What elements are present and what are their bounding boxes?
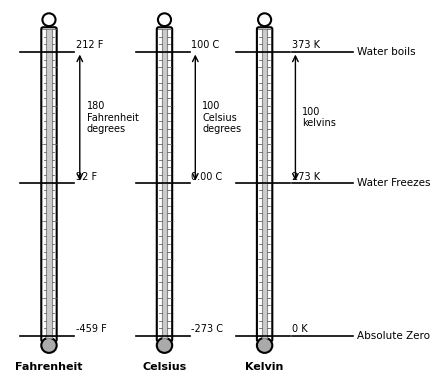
FancyBboxPatch shape [157,27,172,342]
Bar [162,29,167,338]
Text: 100
kelvins: 100 kelvins [302,107,336,128]
Bar [262,29,267,338]
Text: -273 C: -273 C [191,324,223,334]
FancyBboxPatch shape [41,27,57,342]
FancyBboxPatch shape [257,27,272,342]
Circle shape [158,13,171,26]
Text: 32 F: 32 F [76,172,97,181]
Text: 180
Fahrenheit
degrees: 180 Fahrenheit degrees [87,101,139,134]
Text: Water Freezes: Water Freezes [357,178,430,188]
Text: 100 C: 100 C [191,40,220,50]
Text: Water boils: Water boils [357,47,416,57]
Circle shape [157,338,172,353]
Text: 0.00 C: 0.00 C [191,172,223,181]
Circle shape [41,338,57,353]
Text: 273 K: 273 K [291,172,320,181]
Text: Celsius: Celsius [142,362,187,372]
Circle shape [258,13,271,26]
Text: 373 K: 373 K [291,40,319,50]
Text: 212 F: 212 F [76,40,103,50]
Circle shape [42,13,55,26]
Text: Absolute Zero: Absolute Zero [357,331,430,341]
Text: Fahrenheit: Fahrenheit [15,362,83,372]
Circle shape [257,338,272,353]
Bar [46,29,52,338]
Text: 0 K: 0 K [291,324,307,334]
Text: 100
Celsius
degrees: 100 Celsius degrees [202,101,241,134]
Text: Kelvin: Kelvin [246,362,284,372]
Text: -459 F: -459 F [76,324,107,334]
